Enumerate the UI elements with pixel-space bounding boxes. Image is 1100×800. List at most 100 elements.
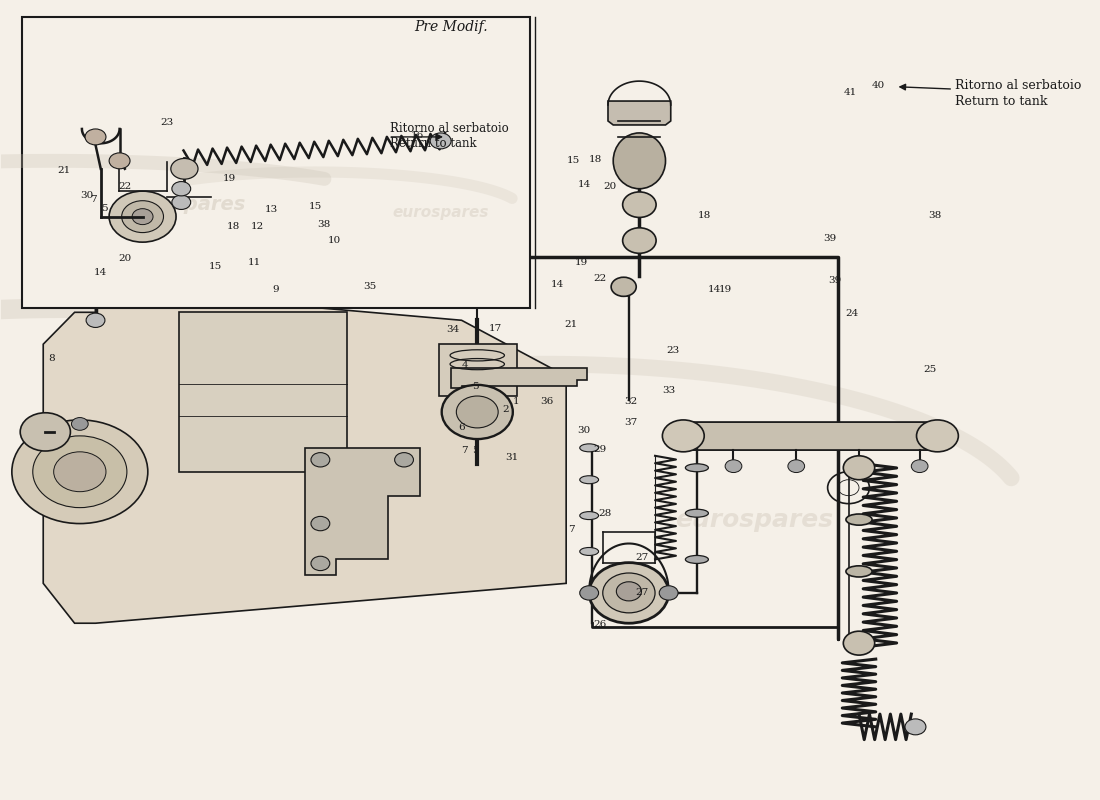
Bar [179, 312, 346, 472]
Ellipse shape [685, 555, 708, 563]
Text: 20: 20 [118, 254, 131, 262]
Circle shape [132, 209, 153, 225]
Circle shape [109, 153, 130, 169]
Circle shape [311, 516, 330, 530]
Text: 32: 32 [625, 397, 638, 406]
Text: 19: 19 [718, 286, 732, 294]
Text: 39: 39 [823, 234, 836, 243]
Text: Return to tank: Return to tank [390, 137, 477, 150]
Bar [22, 18, 529, 308]
Ellipse shape [846, 514, 872, 525]
Ellipse shape [685, 510, 708, 517]
Text: 5: 5 [472, 382, 478, 391]
Circle shape [170, 158, 198, 179]
Text: 27: 27 [635, 589, 648, 598]
Circle shape [590, 562, 669, 623]
Text: 27: 27 [635, 553, 648, 562]
Text: Return to tank: Return to tank [955, 94, 1047, 107]
Circle shape [616, 582, 641, 601]
Circle shape [659, 586, 678, 600]
Circle shape [311, 453, 330, 467]
Text: 7: 7 [461, 446, 468, 454]
Text: 2: 2 [503, 405, 509, 414]
Circle shape [442, 385, 513, 439]
Text: 36: 36 [541, 397, 554, 406]
Text: 39: 39 [828, 276, 842, 285]
Text: 14: 14 [95, 268, 108, 277]
Text: 31: 31 [505, 453, 518, 462]
Text: 22: 22 [118, 182, 131, 191]
Text: eurospares: eurospares [123, 195, 246, 214]
Circle shape [86, 313, 104, 327]
Circle shape [623, 192, 656, 218]
Text: 14: 14 [578, 180, 591, 190]
Circle shape [911, 460, 928, 473]
Text: 18: 18 [588, 154, 602, 164]
Text: 40: 40 [871, 81, 884, 90]
Text: 38: 38 [317, 220, 330, 229]
Text: 19: 19 [575, 258, 589, 267]
Text: 15: 15 [308, 202, 322, 210]
Text: 14: 14 [551, 280, 564, 289]
Circle shape [122, 201, 164, 233]
Circle shape [72, 418, 88, 430]
Circle shape [20, 413, 70, 451]
Circle shape [905, 719, 926, 735]
Text: 7: 7 [90, 194, 97, 204]
Text: 13: 13 [265, 205, 278, 214]
Text: 7: 7 [568, 525, 574, 534]
Text: 15: 15 [209, 262, 222, 270]
Text: 5: 5 [472, 446, 478, 454]
Text: eurospares: eurospares [675, 507, 834, 531]
Text: 5: 5 [100, 204, 107, 213]
Text: 34: 34 [447, 326, 460, 334]
Circle shape [844, 456, 875, 480]
Ellipse shape [685, 464, 708, 472]
Text: 23: 23 [160, 118, 174, 127]
Circle shape [109, 191, 176, 242]
Text: eurospares: eurospares [198, 481, 390, 510]
Circle shape [725, 460, 741, 473]
Text: 1: 1 [513, 397, 519, 406]
Text: 15: 15 [566, 156, 580, 166]
Bar [439, 344, 517, 396]
Text: 30: 30 [80, 191, 94, 201]
Text: 41: 41 [844, 88, 857, 97]
Text: 14: 14 [708, 286, 722, 294]
Text: 10: 10 [328, 236, 341, 245]
Text: 20: 20 [604, 182, 617, 191]
Text: 4: 4 [461, 362, 468, 370]
Circle shape [311, 556, 330, 570]
Circle shape [580, 586, 598, 600]
Ellipse shape [580, 476, 598, 484]
Ellipse shape [580, 512, 598, 519]
Text: 6: 6 [459, 422, 465, 432]
Circle shape [172, 195, 190, 210]
Bar [681, 422, 937, 450]
Text: 33: 33 [662, 386, 675, 395]
Text: 19: 19 [223, 174, 236, 183]
Circle shape [76, 190, 104, 212]
Circle shape [430, 133, 451, 149]
Text: eurospares: eurospares [393, 205, 488, 220]
Circle shape [850, 460, 868, 473]
Circle shape [395, 453, 414, 467]
Text: 28: 28 [598, 509, 612, 518]
Ellipse shape [613, 133, 666, 189]
Circle shape [54, 452, 106, 492]
Ellipse shape [580, 444, 598, 452]
Text: 21: 21 [564, 320, 578, 329]
Polygon shape [43, 288, 566, 623]
Text: 29: 29 [593, 445, 606, 454]
Circle shape [788, 460, 804, 473]
Polygon shape [608, 101, 671, 125]
Circle shape [456, 396, 498, 428]
Text: Ritorno al serbatoio: Ritorno al serbatoio [390, 122, 509, 135]
Text: 38: 38 [928, 210, 942, 219]
Circle shape [612, 278, 636, 296]
Text: 24: 24 [845, 310, 858, 318]
Text: 26: 26 [593, 620, 606, 630]
Text: 23: 23 [667, 346, 680, 355]
Circle shape [623, 228, 656, 254]
Circle shape [603, 573, 656, 613]
